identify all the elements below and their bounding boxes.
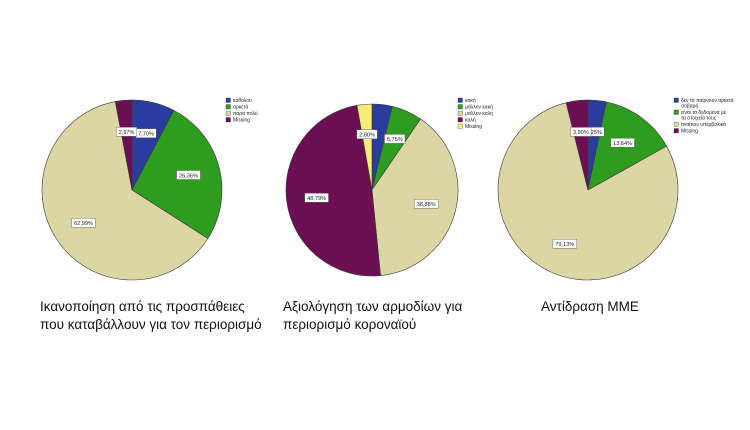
- legend-label: πάρα πολύ: [233, 110, 258, 117]
- legend-swatch: [457, 123, 463, 129]
- data-label-box: [552, 238, 577, 249]
- pie-slice: [497, 102, 679, 281]
- legend-label: κακή: [465, 97, 476, 104]
- caption-line: Αντίδραση ΜΜΕ: [541, 299, 639, 314]
- caption-line: περιορισμό κοροναϊού: [283, 317, 417, 332]
- pie-chart-3-caption: Αντίδραση ΜΜΕ: [541, 298, 639, 316]
- data-label: 13,64%: [613, 141, 632, 147]
- pie-chart-1: 7,70% 26,36% 62,99% 2,97% καθόλουαρκετάπάρα …: [41, 97, 258, 281]
- data-label-box: [356, 129, 378, 140]
- pie-slice: [285, 104, 381, 277]
- data-label-box: [176, 170, 201, 180]
- pie-chart-2-caption: Αξιολόγηση των αρμοδίων για περιορισμό κ…: [283, 298, 462, 334]
- legend-label: Missing: [233, 118, 250, 124]
- legend-label: αναίτιον υπερβολικά: [681, 121, 726, 128]
- legend-label: αρκετά: [233, 104, 248, 111]
- data-label: 48,79%: [307, 196, 326, 202]
- legend-swatch: [673, 121, 679, 127]
- legend-label: Missing: [465, 124, 482, 130]
- pie-slice: [114, 99, 133, 191]
- pie-chart-3: 3,25% 13,64% 79,13% 3,90% δεν τα παίρνουν αρ…: [497, 97, 734, 281]
- pie-chart-1-caption: Ικανοποίηση από τις προσπάθειες που κατα…: [40, 298, 262, 334]
- data-label-box: [414, 199, 439, 209]
- legend-swatch: [225, 97, 231, 103]
- caption-line: Αξιολόγηση των αρμοδίων για: [283, 299, 463, 314]
- legend-swatch: [457, 97, 463, 103]
- pie-slice: [565, 99, 589, 191]
- data-label-box: [610, 138, 635, 148]
- legend-swatch: [225, 117, 231, 123]
- legend-label: Missing: [681, 129, 698, 135]
- data-label: 79,13%: [555, 242, 574, 248]
- legend-swatch: [673, 109, 679, 115]
- data-label-box: [116, 127, 138, 137]
- legend-swatch: [457, 110, 463, 116]
- data-label: 3,90%: [573, 130, 589, 136]
- data-label: 2,80%: [359, 133, 375, 139]
- legend-swatch: [225, 104, 231, 110]
- legend-label: καθόλου: [233, 97, 252, 104]
- data-label-box: [570, 127, 592, 137]
- data-label: 7,70%: [138, 132, 154, 138]
- data-label: 62,99%: [74, 221, 93, 227]
- caption-line: που καταβάλλουν για τον περιορισμό: [40, 317, 262, 332]
- legend-label: δεν τα παίρνουν αρκετά σοβαρά: [681, 97, 734, 110]
- legend-swatch: [457, 104, 463, 110]
- data-label-box: [304, 192, 329, 203]
- caption-line: Ικανοποίηση από τις προσπάθειες: [40, 299, 245, 314]
- data-label: 3,25%: [586, 130, 602, 136]
- data-label-box: [71, 218, 96, 228]
- legend-label: είναι τα δεδομένα με τα στοιχεία τους: [681, 109, 727, 122]
- data-label: 38,88%: [417, 202, 436, 208]
- data-label: 2,97%: [119, 130, 135, 136]
- legend-label: μάλλον κακή: [465, 104, 493, 111]
- legend-swatch: [225, 110, 231, 116]
- legend-swatch: [457, 117, 463, 123]
- data-label-box: [384, 134, 406, 144]
- data-label: 26,36%: [179, 173, 198, 179]
- pie-slice: [371, 118, 459, 276]
- data-label: 5,75%: [387, 137, 403, 143]
- pie-slice: [41, 101, 209, 281]
- pie-slice: [356, 103, 373, 191]
- legend-label: μάλλον καλή: [465, 110, 493, 117]
- legend-label: καλή: [465, 117, 476, 124]
- legend-swatch: [673, 97, 679, 103]
- legend-swatch: [673, 128, 679, 134]
